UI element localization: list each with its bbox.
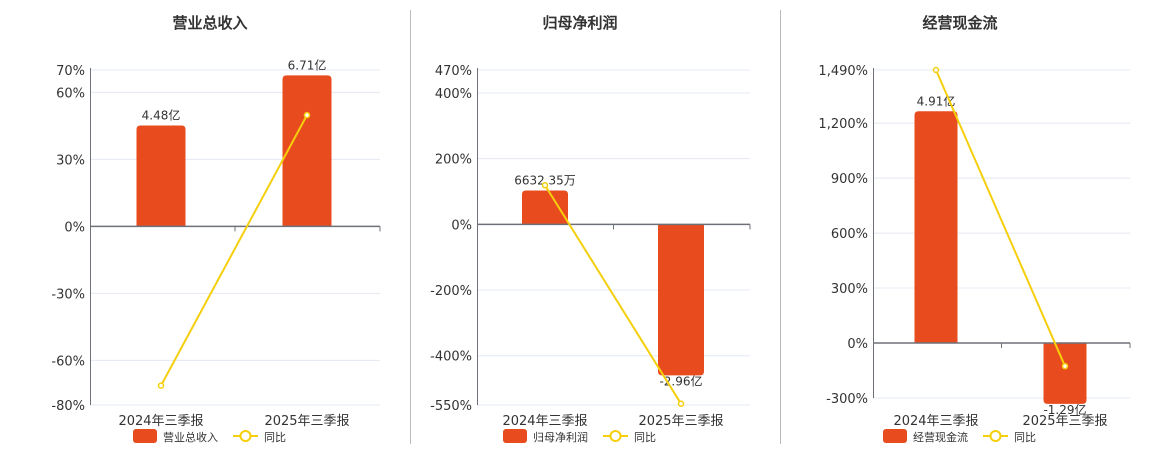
chart-3: 经营现金流 1,490% 1,200% 900% 600% 300% 0% -300% 4.91… (818, 14, 1131, 444)
x-tick-label: 2025年三季报 (638, 414, 723, 429)
legend-bar-label: 经营现金流 (913, 430, 968, 444)
y-tick-label: -200% (430, 284, 472, 299)
bar-data-label: 6632.35万 (514, 174, 576, 188)
legend-line-label: 同比 (264, 431, 286, 444)
yoy-line (935, 69, 1066, 367)
legend-bar-swatch (503, 429, 527, 443)
y-tick-label: -30% (51, 287, 85, 302)
y-tick-label: -400% (430, 350, 472, 365)
legend-line-marker (239, 430, 252, 442)
y-tick-label: 200% (435, 153, 472, 168)
yoy-point (157, 382, 165, 389)
legend-bar-label: 营业总收入 (163, 430, 218, 444)
legend: 营业总收入 同比 (133, 429, 286, 444)
y-tick-label: 300% (831, 282, 868, 297)
chart-title: 营业总收入 (172, 14, 247, 32)
yoy-point (677, 400, 685, 407)
chart-title: 归母净利润 (542, 14, 617, 32)
bar (522, 190, 568, 225)
legend-line-label: 同比 (634, 431, 656, 444)
x-tick-label: 2025年三季报 (264, 414, 349, 429)
chart-2: 归母净利润 470% 400% 200% 0% -200% -400% -550% 6632.3… (430, 14, 751, 444)
y-tick-label: -300% (826, 392, 868, 407)
bar (914, 111, 958, 344)
y-tick-label: 470% (435, 64, 472, 79)
y-tick-label: 30% (56, 153, 85, 168)
y-tick-label: 0% (847, 337, 868, 352)
y-tick-label: 400% (435, 87, 472, 102)
x-tick-label: 2024年三季报 (502, 414, 587, 429)
x-tick-label: 2025年三季报 (1022, 414, 1107, 429)
y-tick-label: 70% (56, 64, 85, 79)
bar-data-label: -1.29亿 (1043, 402, 1086, 417)
chart-title: 经营现金流 (922, 14, 997, 32)
bar (282, 75, 332, 227)
y-tick-label: 900% (831, 172, 868, 187)
y-tick-label: 600% (831, 227, 868, 242)
legend-line-label: 同比 (1014, 431, 1036, 444)
y-tick-label: 1,490% (818, 64, 868, 79)
yoy-line (160, 114, 308, 387)
legend-bar-swatch (133, 429, 157, 443)
y-tick-label: -60% (51, 354, 85, 369)
bar-data-label: 4.91亿 (917, 93, 956, 108)
legend-line-marker (609, 430, 622, 442)
bar-data-label: 6.71亿 (288, 57, 327, 72)
y-tick-label: 0% (451, 218, 472, 233)
bar-data-label: 4.48亿 (142, 108, 181, 123)
y-tick-label: -550% (430, 399, 472, 414)
yoy-point (303, 111, 311, 119)
yoy-point (932, 66, 940, 74)
yoy-point (1061, 362, 1069, 370)
y-tick-label: 0% (64, 220, 85, 235)
legend-bar-swatch (883, 429, 907, 443)
yoy-point (541, 182, 549, 189)
yoy-line (544, 184, 682, 405)
bar (136, 125, 186, 227)
legend-line-marker (989, 430, 1002, 442)
y-tick-label: 1,200% (818, 117, 868, 132)
x-tick-label: 2024年三季报 (118, 414, 203, 429)
legend: 经营现金流 同比 (883, 429, 1036, 444)
bar (658, 224, 704, 376)
x-tick-label: 2024年三季报 (893, 414, 978, 429)
bar (1043, 343, 1087, 404)
y-tick-label: 60% (56, 86, 85, 101)
legend: 归母净利润 同比 (503, 429, 656, 444)
legend-bar-label: 归母净利润 (533, 430, 588, 444)
chart-1: 营业总收入 70% 60% 30% 0% -30% -60% -80% 4.48亿 6.71亿 20… (51, 14, 381, 444)
y-tick-label: -80% (51, 399, 85, 414)
